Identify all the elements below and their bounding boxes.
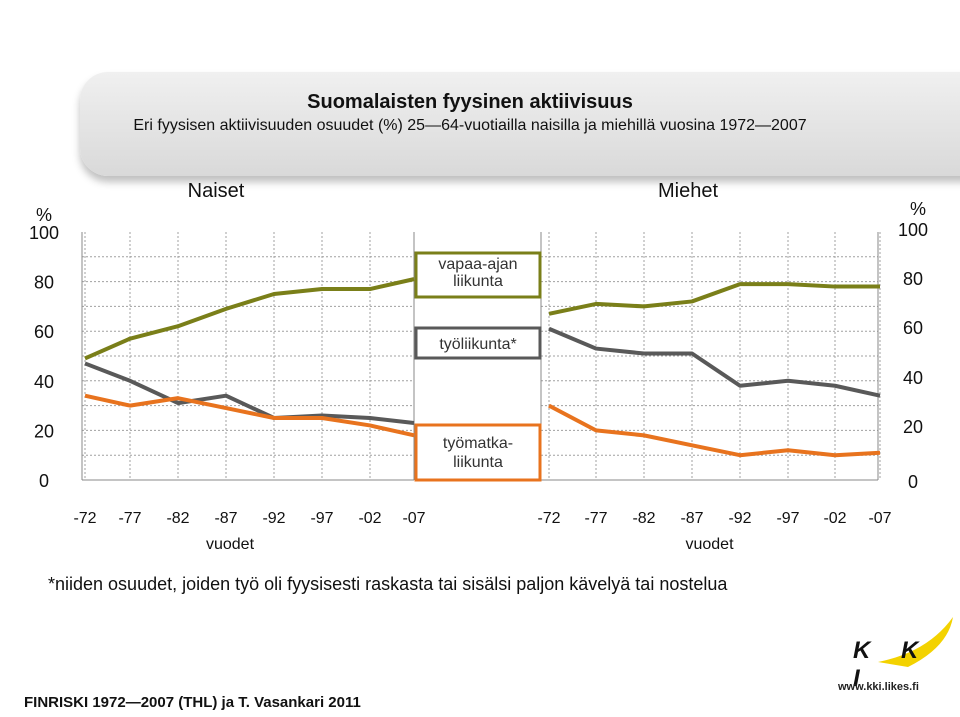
naiset-x-tick-label: -02 <box>358 510 381 527</box>
legend-label-vapaa_ajan: liikunta <box>453 273 503 290</box>
left-y-tick-label: 0 <box>39 471 49 491</box>
miehet-x-tick-label: -82 <box>632 510 655 527</box>
naiset-x-tick-label: -87 <box>214 510 237 527</box>
naiset-series-tyoliikunta <box>84 361 415 425</box>
kki-logo-swoosh <box>878 617 953 667</box>
naiset-x-axis-label: vuodet <box>206 536 255 553</box>
right-y-axis-label: % <box>910 199 926 219</box>
kki-logo: K K I <box>853 637 931 692</box>
left-y-tick-label: 40 <box>34 372 54 392</box>
left-y-tick-label: 80 <box>34 273 54 293</box>
page-subtitle: Eri fyysisen aktiivisuuden osuudet (%) 2… <box>133 117 807 134</box>
naiset-series-tyomatka <box>84 393 415 438</box>
legend-label-vapaa_ajan: vapaa-ajan <box>438 256 517 273</box>
miehet-x-tick-label: -07 <box>868 510 891 527</box>
naiset-x-tick-label: -72 <box>73 510 96 527</box>
naiset-x-tick-label: -92 <box>262 510 285 527</box>
right-y-tick-label: 20 <box>903 417 923 437</box>
naiset-x-tick-label: -97 <box>310 510 333 527</box>
title-banner <box>80 72 960 176</box>
footnote: *niiden osuudet, joiden työ oli fyysises… <box>48 574 728 594</box>
left-y-tick-label: 20 <box>34 421 54 441</box>
legend-label-tyomatka: työmatka- <box>443 435 513 452</box>
naiset-x-tick-label: -82 <box>166 510 189 527</box>
page-title: Suomalaisten fyysinen aktiivisuus <box>307 91 633 113</box>
legend-box-vapaa_ajan <box>414 251 542 299</box>
legend-box-tyoliikunta <box>414 326 542 360</box>
legend-label-tyoliikunta: työliikunta* <box>439 336 516 353</box>
left-y-axis-label: % <box>36 205 52 225</box>
miehet-x-tick-label: -02 <box>823 510 846 527</box>
miehet-x-tick-label: -92 <box>728 510 751 527</box>
miehet-x-tick-label: -97 <box>776 510 799 527</box>
right-y-tick-label: 40 <box>903 368 923 388</box>
naiset-x-tick-label: -77 <box>118 510 141 527</box>
miehet-x-tick-label: -87 <box>680 510 703 527</box>
left-y-tick-label: 60 <box>34 322 54 342</box>
miehet-panel-title: Miehet <box>658 180 718 202</box>
naiset-series-vapaa_ajan <box>84 277 415 361</box>
naiset-x-tick-label: -07 <box>402 510 425 527</box>
right-y-tick-label: 100 <box>898 220 928 240</box>
miehet-x-tick-label: -72 <box>537 510 560 527</box>
naiset-panel-title: Naiset <box>188 180 245 202</box>
right-y-tick-label: 60 <box>903 318 923 338</box>
miehet-series-vapaa_ajan <box>548 282 880 316</box>
miehet-x-tick-label: -77 <box>584 510 607 527</box>
legend-box-tyomatka <box>414 423 542 482</box>
right-y-tick-label: 0 <box>908 472 918 492</box>
source-credit: FINRISKI 1972—2007 (THL) ja T. Vasankari… <box>24 694 361 711</box>
miehet-series-tyoliikunta <box>548 326 881 398</box>
kki-url: www.kki.likes.fi <box>838 681 919 693</box>
miehet-x-axis-label: vuodet <box>685 536 734 553</box>
right-y-tick-label: 80 <box>903 269 923 289</box>
left-y-tick-label: 100 <box>29 223 59 243</box>
miehet-series-tyomatka <box>548 403 881 458</box>
legend-label-tyomatka: liikunta <box>453 454 503 471</box>
